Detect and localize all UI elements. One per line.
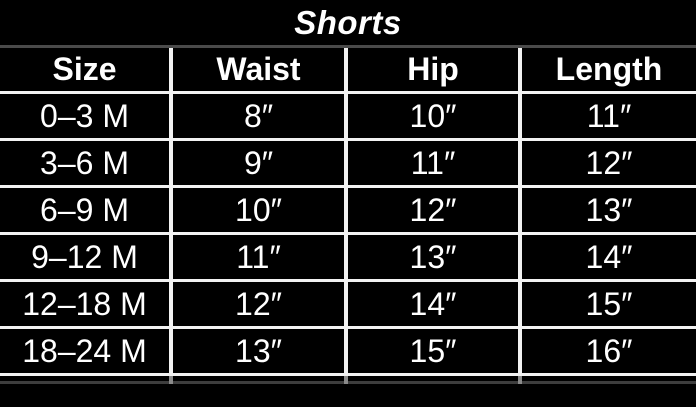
cell-waist: 8″ <box>169 91 348 141</box>
cell-waist: 11″ <box>169 232 348 282</box>
partial-cell <box>169 373 348 384</box>
partial-cell <box>344 373 522 384</box>
table-row: 12–18 M 12″ 14″ 15″ <box>0 279 696 329</box>
cell-hip: 10″ <box>344 91 522 141</box>
partial-next-row <box>0 373 696 384</box>
column-header-length: Length <box>518 48 696 94</box>
column-header-size: Size <box>0 48 173 94</box>
cell-hip: 11″ <box>344 138 522 188</box>
cell-size: 6–9 M <box>0 185 173 235</box>
cell-length: 16″ <box>518 326 696 376</box>
table-title: Shorts <box>0 0 696 48</box>
cell-size: 12–18 M <box>0 279 173 329</box>
header-row: Size Waist Hip Length <box>0 48 696 94</box>
cell-hip: 13″ <box>344 232 522 282</box>
cell-length: 12″ <box>518 138 696 188</box>
table-row: 18–24 M 13″ 15″ 16″ <box>0 326 696 376</box>
cell-size: 18–24 M <box>0 326 173 376</box>
partial-cell <box>0 373 173 384</box>
cell-waist: 12″ <box>169 279 348 329</box>
cell-size: 0–3 M <box>0 91 173 141</box>
partial-cell <box>518 373 696 384</box>
cell-waist: 13″ <box>169 326 348 376</box>
cell-length: 11″ <box>518 91 696 141</box>
column-header-waist: Waist <box>169 48 348 94</box>
cell-hip: 14″ <box>344 279 522 329</box>
size-chart-table: Size Waist Hip Length 0–3 M 8″ 10″ 11″ 3… <box>0 48 696 384</box>
column-header-hip: Hip <box>344 48 522 94</box>
cell-length: 13″ <box>518 185 696 235</box>
table-row: 6–9 M 10″ 12″ 13″ <box>0 185 696 235</box>
table-row: 0–3 M 8″ 10″ 11″ <box>0 91 696 141</box>
cell-waist: 10″ <box>169 185 348 235</box>
cell-size: 9–12 M <box>0 232 173 282</box>
cell-waist: 9″ <box>169 138 348 188</box>
cell-length: 14″ <box>518 232 696 282</box>
cell-size: 3–6 M <box>0 138 173 188</box>
table-row: 3–6 M 9″ 11″ 12″ <box>0 138 696 188</box>
table-row: 9–12 M 11″ 13″ 14″ <box>0 232 696 282</box>
cell-length: 15″ <box>518 279 696 329</box>
cell-hip: 15″ <box>344 326 522 376</box>
cell-hip: 12″ <box>344 185 522 235</box>
